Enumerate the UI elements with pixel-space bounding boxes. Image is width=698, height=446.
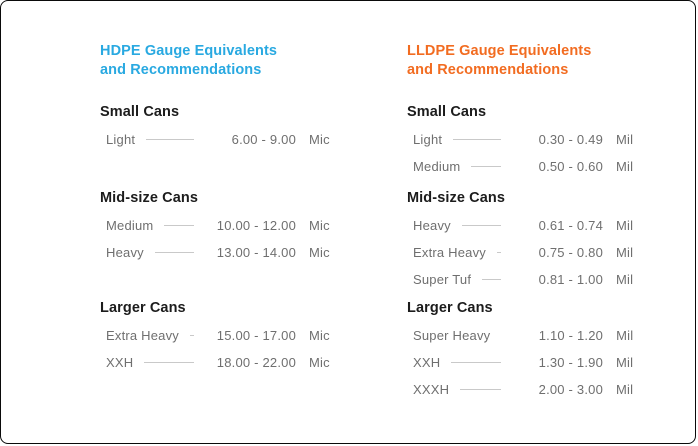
row-label: Medium	[106, 217, 154, 233]
row-unit: Mil	[616, 244, 634, 260]
row-unit: Mic	[309, 131, 330, 147]
leader-line	[190, 334, 194, 336]
section-heading: Mid-size Cans	[100, 190, 198, 206]
gauge-row: Light 0.30 - 0.49 Mil	[407, 131, 641, 147]
row-unit: Mic	[309, 244, 330, 260]
row-label: XXH	[413, 354, 441, 370]
row-range: 10.00 - 12.00	[216, 217, 296, 233]
leader-line	[471, 165, 501, 167]
lldpe-title-line1: LLDPE Gauge Equivalents	[407, 43, 592, 59]
row-label: XXH	[106, 354, 134, 370]
row-range: 0.50 - 0.60	[538, 158, 603, 174]
row-label: Light	[413, 131, 443, 147]
lldpe-title-line2: and Recommendations	[407, 62, 569, 78]
hdpe-section-mid-size-cans: Mid-size Cans Medium 10.00 - 12.00 Mic H…	[100, 190, 334, 271]
column-lldpe: LLDPE Gauge Equivalents and Recommendati…	[407, 1, 641, 443]
row-range: 13.00 - 14.00	[216, 244, 296, 260]
gauge-row: Medium 10.00 - 12.00 Mic	[100, 217, 334, 233]
leader-line	[482, 278, 501, 280]
gauge-row: Super Heavy 1.10 - 1.20 Mil	[407, 327, 641, 343]
leader-line	[461, 224, 501, 226]
leader-line	[164, 224, 194, 226]
row-unit: Mil	[616, 217, 634, 233]
row-label: Heavy	[106, 244, 144, 260]
gauge-row: Heavy 13.00 - 14.00 Mic	[100, 244, 334, 260]
lldpe-section-larger-cans: Larger Cans Super Heavy 1.10 - 1.20 Mil …	[407, 300, 641, 408]
row-unit: Mil	[616, 354, 634, 370]
leader-line	[154, 251, 194, 253]
lldpe-section-small-cans: Small Cans Light 0.30 - 0.49 Mil Medium …	[407, 104, 641, 185]
lldpe-section-mid-size-cans: Mid-size Cans Heavy 0.61 - 0.74 Mil Extr…	[407, 190, 641, 298]
row-label: Light	[106, 131, 136, 147]
row-range: 2.00 - 3.00	[538, 381, 603, 397]
hdpe-column-title: HDPE Gauge Equivalents and Recommendatio…	[100, 42, 277, 80]
row-label: Super Tuf	[413, 271, 472, 287]
gauge-row: XXH 18.00 - 22.00 Mic	[100, 354, 334, 370]
leader-line	[460, 388, 501, 390]
row-label: Medium	[413, 158, 461, 174]
gauge-row: Heavy 0.61 - 0.74 Mil	[407, 217, 641, 233]
row-unit: Mil	[616, 131, 634, 147]
section-heading: Small Cans	[100, 104, 180, 120]
row-label: Super Heavy	[413, 327, 491, 343]
row-unit: Mic	[309, 354, 330, 370]
row-range: 0.30 - 0.49	[538, 131, 603, 147]
row-range: 0.61 - 0.74	[538, 217, 603, 233]
leader-line	[146, 138, 194, 140]
leader-line	[144, 361, 194, 363]
row-unit: Mic	[309, 327, 330, 343]
lldpe-column-title: LLDPE Gauge Equivalents and Recommendati…	[407, 42, 591, 80]
gauge-row: Medium 0.50 - 0.60 Mil	[407, 158, 641, 174]
row-label: Heavy	[413, 217, 451, 233]
hdpe-section-small-cans: Small Cans Light 6.00 - 9.00 Mic	[100, 104, 334, 158]
row-unit: Mic	[309, 217, 330, 233]
gauge-row: Extra Heavy 15.00 - 17.00 Mic	[100, 327, 334, 343]
row-range: 15.00 - 17.00	[216, 327, 296, 343]
row-label: XXXH	[413, 381, 450, 397]
hdpe-title-line1: HDPE Gauge Equivalents	[100, 43, 278, 59]
row-range: 1.10 - 1.20	[538, 327, 604, 343]
row-range: 18.00 - 22.00	[216, 354, 296, 370]
gauge-row: XXH 1.30 - 1.90 Mil	[407, 354, 641, 370]
hdpe-section-larger-cans: Larger Cans Extra Heavy 15.00 - 17.00 Mi…	[100, 300, 334, 381]
section-heading: Small Cans	[407, 104, 487, 120]
section-heading: Larger Cans	[407, 300, 493, 316]
row-range: 1.30 - 1.90	[538, 354, 603, 370]
row-range: 6.00 - 9.00	[231, 131, 296, 147]
gauge-row: Extra Heavy 0.75 - 0.80 Mil	[407, 244, 641, 260]
row-unit: Mil	[616, 327, 634, 343]
hdpe-title-line2: and Recommendations	[100, 62, 262, 78]
row-label: Extra Heavy	[106, 327, 180, 343]
gauge-row: Super Tuf 0.81 - 1.00 Mil	[407, 271, 641, 287]
section-heading: Larger Cans	[100, 300, 186, 316]
column-hdpe: HDPE Gauge Equivalents and Recommendatio…	[100, 1, 334, 443]
leader-line	[451, 361, 501, 363]
row-unit: Mil	[616, 381, 634, 397]
leader-line	[497, 251, 501, 253]
row-label: Extra Heavy	[413, 244, 487, 260]
section-heading: Mid-size Cans	[407, 190, 505, 206]
leader-line	[453, 138, 501, 140]
row-range: 0.81 - 1.00	[538, 271, 603, 287]
row-unit: Mil	[616, 158, 634, 174]
gauge-row: XXXH 2.00 - 3.00 Mil	[407, 381, 641, 397]
row-unit: Mil	[616, 271, 634, 287]
row-range: 0.75 - 0.80	[538, 244, 603, 260]
gauge-row: Light 6.00 - 9.00 Mic	[100, 131, 334, 147]
